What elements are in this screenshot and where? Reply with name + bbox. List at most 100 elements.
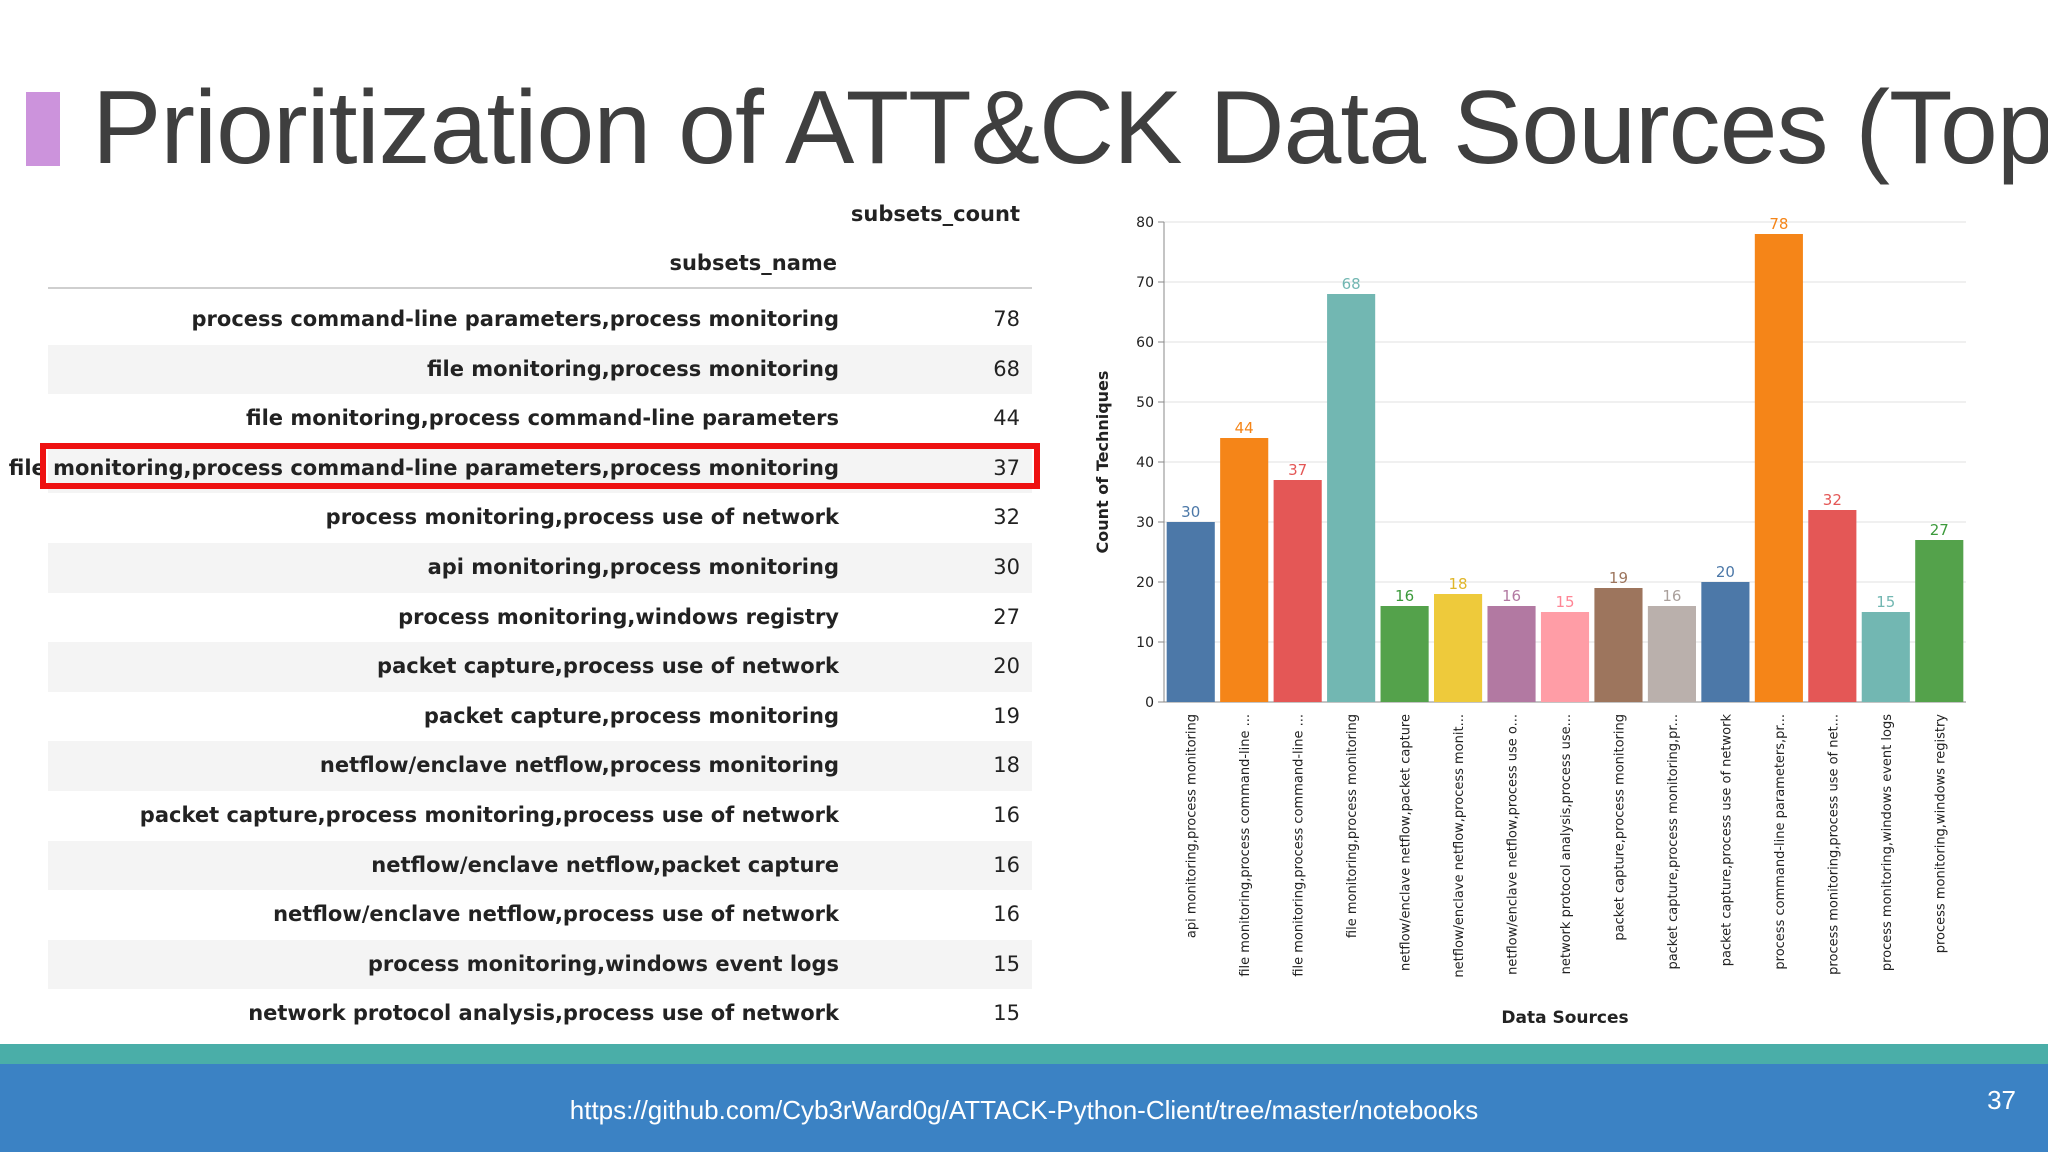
footer-bar [0,1064,2048,1152]
table-row: netflow/enclave netflow,process monitori… [48,741,1032,791]
table-row: netflow/enclave netflow,process use of n… [48,890,1032,940]
x-tick-label: packet capture,process monitoring,pr... [1666,714,1681,970]
row-subsets-name: packet capture,process use of network [377,654,839,679]
bar [1540,612,1590,702]
x-tick-label: network protocol analysis,process use... [1559,714,1574,974]
table-row: process monitoring,windows registry 27 [48,593,1032,643]
row-subsets-name: process monitoring,windows event logs [367,951,839,976]
y-tick-label: 20 [1136,575,1154,591]
row-subsets-count: 78 [993,307,1020,331]
bar-value-label: 19 [1609,569,1628,587]
row-subsets-count: 16 [993,852,1020,877]
y-tick-label: 60 [1136,335,1154,351]
table-row: file monitoring,process command-line par… [48,394,1032,444]
x-tick-label: netflow/enclave netflow,packet capture [1399,714,1414,971]
row-subsets-count: 44 [993,406,1020,431]
table-row: netflow/enclave netflow,packet capture 16 [48,840,1032,891]
row-subsets-name: process monitoring,windows registry [398,604,839,629]
bar-value-label: 30 [1181,503,1200,521]
table-row: process monitoring,windows event logs 15 [48,939,1032,990]
bar [1647,606,1696,702]
y-tick-label: 0 [1145,695,1154,711]
row-subsets-name: process monitoring,process use of networ… [325,505,839,530]
table-row: packet capture,process monitoring,proces… [48,791,1032,841]
bar [1380,606,1429,702]
row-subsets-count: 27 [993,604,1020,629]
row-subsets-count: 37 [993,455,1020,480]
x-tick-label: packet capture,process monitoring [1612,714,1627,941]
bar [1166,522,1215,702]
row-subsets-name: file monitoring,process command-line par… [246,406,839,431]
column-header-subsets-count: subsets_count [850,202,1020,226]
header-divider [48,287,1032,289]
bar [1487,606,1536,702]
table-row: packet capture,process monitoring 19 [48,692,1032,742]
bar-value-label: 78 [1769,215,1788,233]
bar-value-label: 16 [1395,587,1414,605]
row-subsets-name: netflow/enclave netflow,process use of n… [273,902,839,927]
bar [1434,594,1483,702]
x-tick-label: api monitoring,process monitoring [1185,714,1200,938]
table-body: process command-line parameters,process … [9,295,1032,1039]
bar [1915,540,1964,702]
bar-chart: 0 10 20 30 40 50 60 70 80 30 api monitoring,proces… [1093,215,1966,1028]
row-subsets-name: file monitoring,process monitoring [426,356,839,381]
bar [1327,294,1376,702]
subsets-table: subsets_count subsets_name process comma… [9,192,1040,1032]
bar-value-label: 27 [1930,521,1949,539]
row-subsets-count: 15 [993,951,1020,976]
bar-value-label: 20 [1716,563,1735,581]
bar [1861,612,1910,702]
row-subsets-name: file monitoring,process command-line par… [8,455,839,480]
highlight-box [40,443,1040,489]
row-subsets-name: network protocol analysis,process use of… [248,1001,839,1026]
x-tick-label: packet capture,process use of network [1719,714,1734,967]
row-subsets-count: 30 [993,554,1020,579]
bar [1701,582,1750,702]
x-tick-label: process monitoring,process use of net... [1826,714,1841,975]
table-row: network protocol analysis,process use of… [48,989,1032,1039]
slide-title: Prioritization of ATT&CK Data Sources (T… [92,70,2048,186]
row-subsets-count: 16 [993,802,1020,827]
row-subsets-count: 16 [993,902,1020,927]
bar-value-label: 32 [1823,491,1842,509]
footer-accent-stripe [0,1044,2048,1064]
row-subsets-name: api monitoring,process monitoring [427,554,839,579]
y-axis-title: Count of Techniques [1093,371,1112,554]
table-row: process command-line parameters,process … [48,295,1032,345]
bar [1273,480,1322,702]
bar-value-label: 44 [1235,419,1254,437]
row-subsets-count: 68 [993,356,1020,381]
bar [1808,510,1857,702]
y-tick-label: 70 [1136,275,1154,291]
bar [1594,588,1643,702]
row-subsets-name: packet capture,process monitoring [423,703,839,728]
y-tick-label: 30 [1136,515,1154,531]
x-tick-label: process command-line parameters,pr... [1773,714,1788,970]
row-subsets-count: 19 [993,703,1020,728]
bar-value-label: 18 [1449,575,1468,593]
x-tick-label: process monitoring,windows event logs [1880,714,1895,971]
y-tick-label: 10 [1136,635,1154,651]
page-number: 37 [1987,1085,2016,1115]
row-subsets-name: packet capture,process monitoring,proces… [139,802,839,827]
y-tick-label: 80 [1136,215,1154,231]
row-subsets-name: process command-line parameters,process … [191,307,839,331]
slide-title-area: Prioritization of ATT&CK Data Sources (T… [26,60,2048,200]
row-subsets-count: 15 [993,1001,1020,1026]
x-tick-label: process monitoring,windows registry [1933,714,1948,954]
x-tick-label: file monitoring,process command-line ... [1292,714,1307,977]
footer-url[interactable]: https://github.com/Cyb3rWard0g/ATTACK-Py… [569,1095,1479,1125]
row-subsets-count: 18 [993,753,1020,778]
row-subsets-count: 32 [993,505,1020,530]
index-header-subsets-name: subsets_name [669,251,837,275]
bar [1220,438,1269,702]
y-tick-label: 40 [1136,455,1154,471]
x-tick-label: netflow/enclave netflow,process use o... [1506,714,1521,975]
bar-value-label: 16 [1662,587,1681,605]
bar-value-label: 16 [1502,587,1521,605]
table-row: packet capture,process use of network 20 [48,642,1032,692]
x-tick-label: netflow/enclave netflow,process monit... [1452,714,1467,978]
table-row: process monitoring,process use of networ… [48,493,1032,543]
x-tick-label: file monitoring,process command-line ... [1238,714,1253,977]
